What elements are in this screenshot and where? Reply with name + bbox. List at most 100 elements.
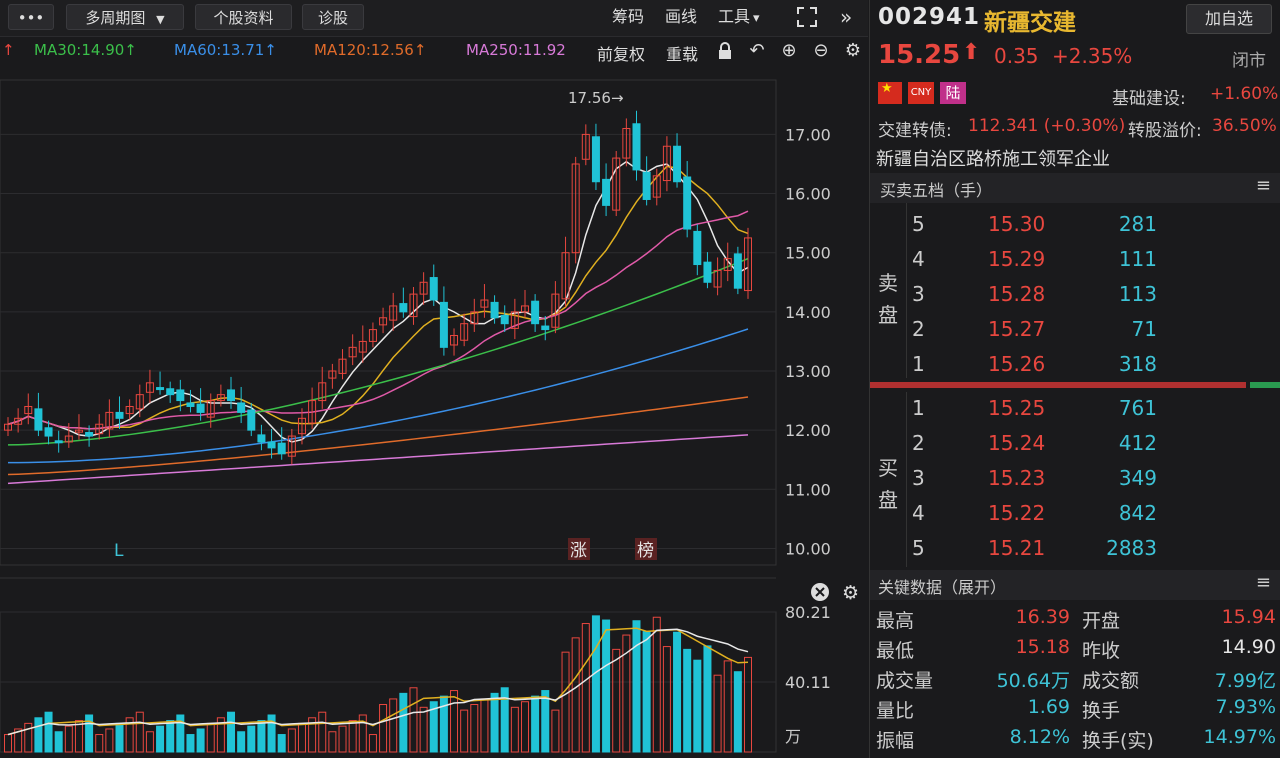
candle-body	[591, 136, 600, 183]
sell-row[interactable]: 1 15.26 318	[870, 348, 1280, 383]
add-watchlist-button[interactable]: 加自选	[1186, 4, 1272, 34]
volume-bar	[389, 698, 398, 753]
volume-bar	[419, 706, 428, 753]
volume-bar	[622, 634, 631, 753]
volume-ratio-value: 1.69	[1027, 696, 1070, 718]
candle-body	[652, 175, 661, 198]
left-marker: L	[114, 541, 124, 561]
ma60-line	[7, 328, 749, 464]
volume-bar	[703, 645, 712, 753]
overlay-button[interactable]: 重载	[666, 45, 699, 64]
sell-row[interactable]: 4 15.29 111	[870, 243, 1280, 278]
candle-body	[297, 417, 306, 435]
volume: 412	[1118, 431, 1157, 455]
buy-row[interactable]: 4 15.22 842	[870, 497, 1280, 532]
sell-row[interactable]: 2 15.27 71	[870, 313, 1280, 348]
volume-bar	[409, 687, 418, 753]
fullscreen-icon[interactable]	[796, 4, 820, 30]
price-tick-label: 15.00	[785, 244, 831, 263]
candle-body	[54, 440, 63, 444]
candle-body	[693, 230, 702, 266]
kline-chart[interactable]: 17.00 16.00 15.00 14.00 13.00 12.00 11.00 10.00…	[0, 66, 868, 758]
chart-toolbar: ••• 多周期图 ▼ 个股资料 诊股 筹码 画线 工具 ▾ »	[0, 0, 868, 37]
buy-row[interactable]: 1 15.25 761	[870, 392, 1280, 427]
amplitude-label: 振幅	[876, 730, 915, 752]
ma10-line	[7, 165, 749, 430]
draw-button[interactable]: 画线	[665, 7, 698, 26]
candle-body	[227, 389, 236, 402]
level: 5	[912, 212, 925, 236]
real-turnover-label: 换手(实)	[1082, 730, 1154, 752]
candle-body	[541, 325, 550, 331]
sell-row[interactable]: 5 15.30 281	[870, 208, 1280, 243]
candle-body	[612, 157, 621, 211]
zoom-in-icon[interactable]: ⊕	[781, 40, 797, 61]
volume: 761	[1118, 396, 1157, 420]
open-value: 15.94	[1221, 606, 1276, 628]
volume-bar	[227, 711, 236, 753]
stock-name: 新疆交建	[984, 10, 1076, 36]
level: 4	[912, 501, 925, 525]
candle-body	[733, 253, 742, 289]
volume-bar	[744, 656, 752, 753]
diagnose-button[interactable]: 诊股	[302, 4, 364, 30]
buy-row[interactable]: 5 15.21 2883	[870, 532, 1280, 567]
f10-button[interactable]: 个股资料	[195, 4, 292, 30]
price-tick-label: 17.00	[785, 125, 831, 144]
tools-dropdown[interactable]: 工具 ▾	[718, 4, 760, 30]
candle-body	[713, 269, 722, 288]
volume-bar	[531, 695, 540, 753]
candle-body	[216, 394, 225, 402]
candle-body	[520, 305, 529, 313]
candle-body	[237, 402, 246, 413]
price: 15.21	[988, 536, 1046, 560]
price-tick-label: 12.00	[785, 421, 831, 440]
buy-row[interactable]: 3 15.23 349	[870, 462, 1280, 497]
gear-icon[interactable]: ⚙	[844, 40, 862, 61]
ma120-line	[7, 396, 749, 476]
volume-bar	[34, 717, 43, 753]
ma5-line	[7, 160, 749, 443]
bond-label[interactable]: 交建转债:	[878, 121, 952, 141]
buy-row[interactable]: 2 15.24 412	[870, 427, 1280, 462]
period-dropdown[interactable]: 多周期图 ▼	[66, 4, 184, 30]
volume-bar	[642, 631, 651, 753]
volume-bar	[166, 720, 175, 753]
menu-icon[interactable]: ≡	[1255, 175, 1271, 196]
volume-bar	[338, 725, 347, 753]
orderbook-header[interactable]: 买卖五档（手） ≡	[870, 173, 1280, 203]
orderbook-title: 买卖五档（手）	[880, 181, 993, 200]
lock-icon[interactable]	[714, 40, 736, 62]
zoom-out-icon[interactable]: ⊖	[813, 40, 829, 61]
candle-body	[409, 293, 418, 318]
volume-bar	[186, 734, 195, 753]
candle-body	[642, 171, 651, 200]
volume-unit: 万	[785, 727, 801, 746]
double-chevron-right-icon[interactable]: »	[840, 5, 853, 29]
sector-pct: +1.60%	[1210, 84, 1279, 104]
price: 15.28	[988, 282, 1046, 306]
adjust-button[interactable]: 前复权	[597, 45, 646, 64]
up-arrow-icon: ⬆	[962, 40, 981, 65]
volume-gear-icon: ⚙	[842, 582, 859, 604]
candle-body	[176, 389, 185, 402]
chips-button[interactable]: 筹码	[612, 7, 645, 26]
volume: 111	[1118, 247, 1157, 271]
volume-tick-label: 80.21	[785, 603, 831, 622]
candle-body	[480, 299, 489, 308]
key-data-header[interactable]: 关键数据（展开） ≡	[870, 570, 1280, 600]
candle-body	[14, 417, 23, 425]
connect-badge: 陆	[940, 82, 966, 104]
sell-row[interactable]: 3 15.28 113	[870, 278, 1280, 313]
undo-icon[interactable]: ↶	[749, 40, 765, 61]
candle-body	[429, 277, 438, 301]
more-button[interactable]: •••	[8, 4, 54, 30]
sector-label[interactable]: 基础建设:	[1112, 89, 1186, 109]
candle-body	[662, 145, 671, 182]
buy-rows: 1 15.25 761 2 15.24 412 3 15.23 349 4 15.22 842 5 15.…	[870, 392, 1280, 567]
price-tick-label: 13.00	[785, 362, 831, 381]
ma30-value: MA30:14.90↑	[34, 41, 137, 59]
candle-body	[703, 261, 712, 283]
volume-bar	[612, 648, 621, 753]
menu-icon[interactable]: ≡	[1255, 572, 1271, 593]
